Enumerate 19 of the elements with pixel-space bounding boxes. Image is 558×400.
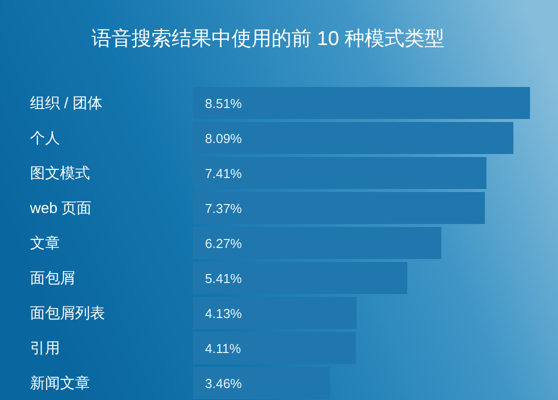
data-label: 8.09% (205, 131, 242, 146)
y-tick-label: 文章 (30, 235, 60, 252)
data-label: 4.11% (205, 341, 242, 356)
y-tick-label: 引用 (30, 340, 60, 357)
data-label: 5.41% (205, 271, 242, 286)
data-label: 4.13% (205, 306, 242, 321)
y-tick-label: 个人 (30, 130, 60, 147)
chart-title: 语音搜索结果中使用的前 10 种模式类型 (91, 28, 445, 50)
y-tick-label: 面包屑列表 (30, 305, 105, 322)
data-label: 7.37% (205, 201, 242, 216)
data-label: 7.41% (205, 166, 242, 181)
y-tick-label: 面包屑 (30, 270, 75, 287)
y-tick-label: 组织 / 团体 (30, 95, 103, 112)
data-label: 6.27% (205, 236, 242, 251)
y-tick-label: 图文模式 (30, 165, 90, 182)
data-label: 8.51% (205, 96, 242, 111)
y-tick-label: web 页面 (29, 200, 92, 217)
y-tick-label: 新闻文章 (30, 375, 90, 392)
data-label: 3.46% (205, 376, 242, 391)
